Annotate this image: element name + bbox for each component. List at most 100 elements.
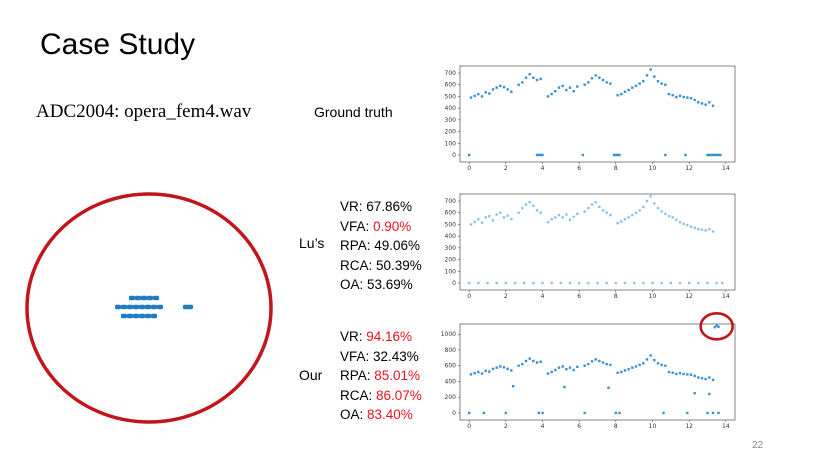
y-tick-label: 800 — [445, 347, 457, 354]
data-point — [660, 363, 663, 367]
zoom-point — [183, 304, 189, 310]
data-point — [568, 86, 572, 89]
data-point — [684, 153, 687, 157]
data-point — [649, 195, 652, 198]
data-point — [511, 384, 515, 388]
data-point — [477, 217, 480, 221]
data-point — [561, 365, 564, 368]
data-point — [700, 228, 704, 231]
metric-value: 0.90% — [373, 218, 412, 234]
data-point — [561, 216, 564, 219]
y-tick-label: 0 — [452, 410, 456, 417]
audio-file-label: ADC2004: opera_fem4.wav — [36, 101, 252, 122]
data-point — [535, 153, 539, 157]
data-point — [528, 72, 531, 76]
data-point — [634, 84, 638, 88]
data-point — [708, 101, 711, 104]
data-point — [715, 281, 718, 285]
data-point — [623, 217, 627, 221]
data-point — [495, 281, 498, 285]
data-point — [559, 281, 563, 285]
data-point — [671, 216, 674, 219]
x-tick-label: 4 — [541, 165, 545, 172]
chart-ground-truth: 0 2 4 6 8 10 12 14 0 100 200 300 400 500 600 700 — [445, 65, 736, 172]
x-tick-label: 10 — [649, 423, 657, 430]
x-tick-label: 6 — [577, 165, 581, 172]
data-point — [607, 386, 610, 389]
data-point — [491, 219, 495, 222]
y-tick-label: 400 — [445, 378, 457, 385]
data-point — [528, 357, 531, 360]
data-point — [711, 411, 715, 415]
data-point — [616, 371, 619, 374]
data-point — [634, 211, 638, 214]
data-point — [521, 206, 524, 210]
x-tick-label: 8 — [614, 423, 618, 430]
metric-value: 49.06% — [374, 238, 421, 253]
metric-name: OA: — [340, 277, 368, 292]
zoom-point — [145, 304, 151, 310]
data-point — [612, 153, 616, 157]
data-point — [671, 94, 674, 97]
data-point — [480, 95, 484, 98]
data-point — [535, 209, 539, 212]
data-point — [706, 411, 709, 415]
plot-frame — [459, 323, 736, 421]
data-point — [704, 377, 707, 381]
data-point — [517, 83, 520, 86]
y-tick-label: 0 — [452, 280, 456, 287]
data-point — [510, 217, 513, 221]
data-point — [660, 82, 663, 85]
data-point — [697, 376, 700, 379]
zoom-point — [127, 313, 133, 319]
slide-title: Case Study — [40, 28, 196, 61]
data-point — [671, 371, 674, 374]
data-point — [568, 218, 572, 221]
data-point — [620, 370, 623, 374]
x-tick-label: 2 — [504, 165, 508, 172]
data-point — [689, 373, 693, 376]
data-point — [488, 92, 491, 95]
metric-row: RPA: 85.01% — [340, 366, 422, 386]
data-point — [577, 281, 581, 285]
chart-lu: 0 2 4 6 8 10 12 14 0 100 200 300 400 500 600 700 — [445, 193, 736, 300]
metric-row: OA: 53.69% — [340, 275, 422, 295]
data-point — [486, 281, 489, 285]
data-point — [469, 96, 473, 99]
x-tick-label: 4 — [541, 293, 545, 300]
data-point — [664, 364, 667, 367]
data-point — [675, 218, 678, 221]
data-point — [713, 325, 717, 329]
data-point — [631, 86, 634, 89]
metric-value: 94.16% — [366, 329, 413, 344]
row-label-our: Our — [299, 367, 323, 383]
metric-value: 50.39% — [376, 257, 422, 273]
data-point — [715, 153, 718, 157]
data-point — [521, 362, 524, 366]
zoom-point — [187, 304, 193, 310]
data-point — [645, 74, 649, 77]
data-point — [557, 366, 561, 369]
metric-name: RPA: — [340, 368, 375, 383]
metric-row: VFA: 32.43% — [340, 347, 422, 367]
data-point — [467, 411, 471, 415]
data-point — [720, 281, 724, 285]
data-point — [506, 214, 509, 217]
highlight-circle — [699, 312, 734, 341]
data-point — [473, 220, 476, 224]
metric-row: VR: 94.16% — [340, 327, 422, 347]
data-point — [717, 153, 720, 157]
data-point — [669, 281, 673, 285]
metric-value: 67.86% — [366, 199, 413, 214]
data-point — [557, 86, 561, 89]
data-point — [484, 369, 487, 373]
data-point — [495, 366, 498, 369]
data-point — [488, 215, 491, 218]
data-point — [539, 153, 542, 157]
data-point — [550, 217, 553, 221]
y-tick-label: 300 — [445, 245, 457, 252]
data-point — [524, 203, 528, 206]
x-tick-label: 10 — [649, 165, 657, 172]
data-point — [546, 372, 550, 375]
data-point — [711, 378, 715, 382]
